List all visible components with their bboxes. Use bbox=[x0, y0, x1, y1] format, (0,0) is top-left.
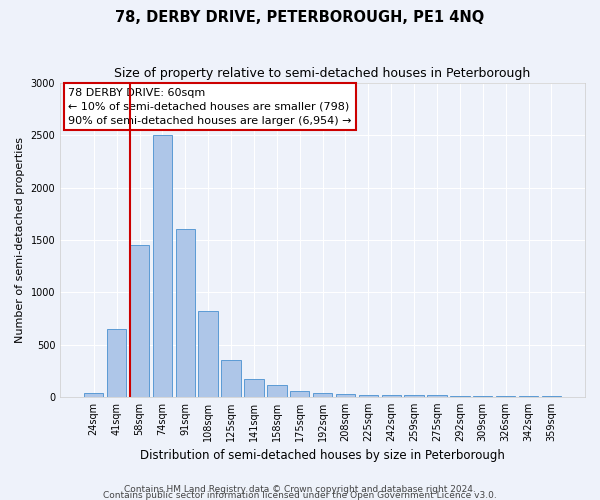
Text: 78 DERBY DRIVE: 60sqm
← 10% of semi-detached houses are smaller (798)
90% of sem: 78 DERBY DRIVE: 60sqm ← 10% of semi-deta… bbox=[68, 88, 352, 126]
Bar bbox=[176, 230, 195, 397]
X-axis label: Distribution of semi-detached houses by size in Peterborough: Distribution of semi-detached houses by … bbox=[140, 450, 505, 462]
Bar bbox=[244, 378, 263, 397]
Bar bbox=[450, 396, 470, 397]
Text: 78, DERBY DRIVE, PETERBOROUGH, PE1 4NQ: 78, DERBY DRIVE, PETERBOROUGH, PE1 4NQ bbox=[115, 10, 485, 25]
Bar bbox=[382, 394, 401, 397]
Text: Contains public sector information licensed under the Open Government Licence v3: Contains public sector information licen… bbox=[103, 490, 497, 500]
Bar bbox=[427, 395, 447, 397]
Bar bbox=[130, 245, 149, 397]
Bar bbox=[267, 385, 287, 397]
Bar bbox=[336, 394, 355, 397]
Bar bbox=[107, 329, 127, 397]
Bar bbox=[290, 390, 310, 397]
Title: Size of property relative to semi-detached houses in Peterborough: Size of property relative to semi-detach… bbox=[115, 68, 531, 80]
Bar bbox=[313, 392, 332, 397]
Y-axis label: Number of semi-detached properties: Number of semi-detached properties bbox=[15, 137, 25, 343]
Bar bbox=[221, 360, 241, 397]
Bar bbox=[473, 396, 493, 397]
Bar bbox=[496, 396, 515, 397]
Bar bbox=[199, 311, 218, 397]
Bar bbox=[359, 394, 378, 397]
Bar bbox=[519, 396, 538, 397]
Bar bbox=[84, 393, 103, 397]
Text: Contains HM Land Registry data © Crown copyright and database right 2024.: Contains HM Land Registry data © Crown c… bbox=[124, 484, 476, 494]
Bar bbox=[152, 136, 172, 397]
Bar bbox=[542, 396, 561, 397]
Bar bbox=[404, 395, 424, 397]
